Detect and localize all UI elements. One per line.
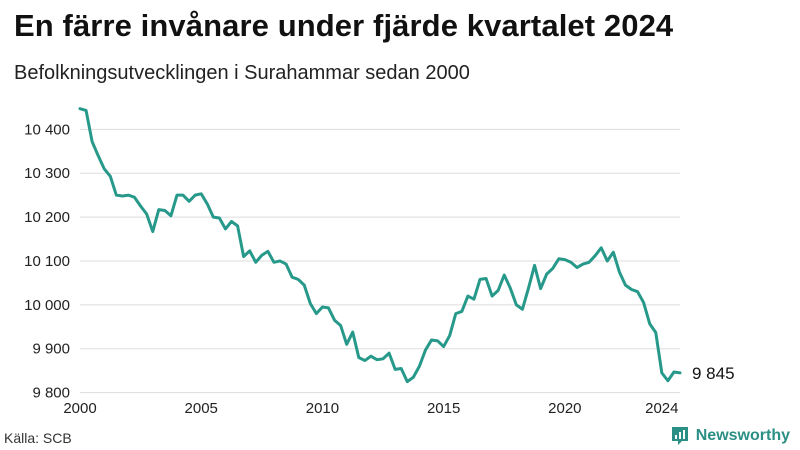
x-axis-ticks: 2000 2005 2010 2015 2020 2024: [63, 400, 678, 417]
x-tick-label: 2010: [306, 400, 339, 417]
brand-name: Newsworthy: [695, 427, 790, 444]
y-tick-label: 10 100: [24, 253, 70, 270]
y-tick-label: 10 400: [24, 121, 70, 138]
chart-subtitle: Befolkningsutvecklingen i Surahammar sed…: [14, 62, 470, 84]
end-value-label: 9 845: [692, 364, 735, 383]
y-tick-label: 9 800: [32, 385, 70, 402]
chart-title: En färre invånare under fjärde kvartalet…: [14, 8, 674, 43]
x-tick-label: 2000: [63, 400, 96, 417]
y-tick-label: 10 000: [24, 297, 70, 314]
y-axis-ticks: 9 800 9 900 10 000 10 100 10 200 10 300 10 400: [24, 121, 70, 401]
bar-chart-icon: [671, 427, 688, 445]
brand-logo: Newsworthy: [670, 426, 790, 446]
x-tick-label: 2020: [548, 400, 581, 417]
x-tick-label: 2005: [185, 400, 218, 417]
x-tick-label: 2015: [427, 400, 460, 417]
y-tick-label: 10 300: [24, 165, 70, 182]
series-layer: [78, 107, 682, 384]
y-tick-label: 10 200: [24, 209, 70, 226]
end-label-layer: 9 845: [692, 364, 735, 383]
source-note: Källa: SCB: [4, 430, 72, 446]
x-tick-label: 2024: [645, 400, 678, 417]
y-tick-label: 9 900: [32, 341, 70, 358]
series-line: [78, 107, 682, 384]
grid-lines: [80, 128, 680, 394]
